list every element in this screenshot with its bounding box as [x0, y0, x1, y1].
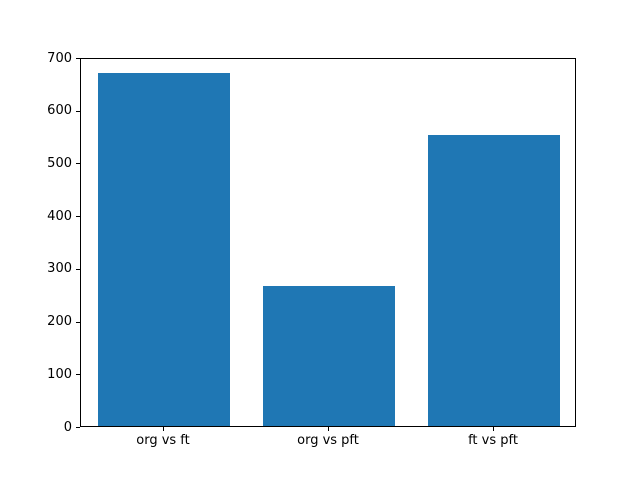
y-tick [76, 374, 80, 375]
plot-area [80, 58, 576, 427]
x-tick [163, 427, 164, 431]
bar-org-vs-pft [263, 286, 395, 426]
y-tick-label: 0 [63, 420, 72, 435]
bar-org-vs-ft [98, 73, 230, 426]
x-tick [328, 427, 329, 431]
y-tick [76, 269, 80, 270]
x-tick-label: org vs pft [297, 433, 359, 448]
y-tick-label: 600 [47, 103, 72, 118]
y-tick [76, 163, 80, 164]
bar-ft-vs-pft [428, 135, 560, 426]
y-tick-label: 400 [47, 209, 72, 224]
y-tick [76, 216, 80, 217]
y-tick-label: 200 [47, 314, 72, 329]
y-tick [76, 111, 80, 112]
y-tick [76, 58, 80, 59]
y-tick-label: 700 [47, 51, 72, 66]
x-tick [493, 427, 494, 431]
y-tick [76, 427, 80, 428]
y-tick-label: 500 [47, 156, 72, 171]
y-tick-label: 100 [47, 367, 72, 382]
y-tick [76, 322, 80, 323]
x-tick-label: ft vs pft [468, 433, 518, 448]
y-tick-label: 300 [47, 261, 72, 276]
x-tick-label: org vs ft [136, 433, 190, 448]
